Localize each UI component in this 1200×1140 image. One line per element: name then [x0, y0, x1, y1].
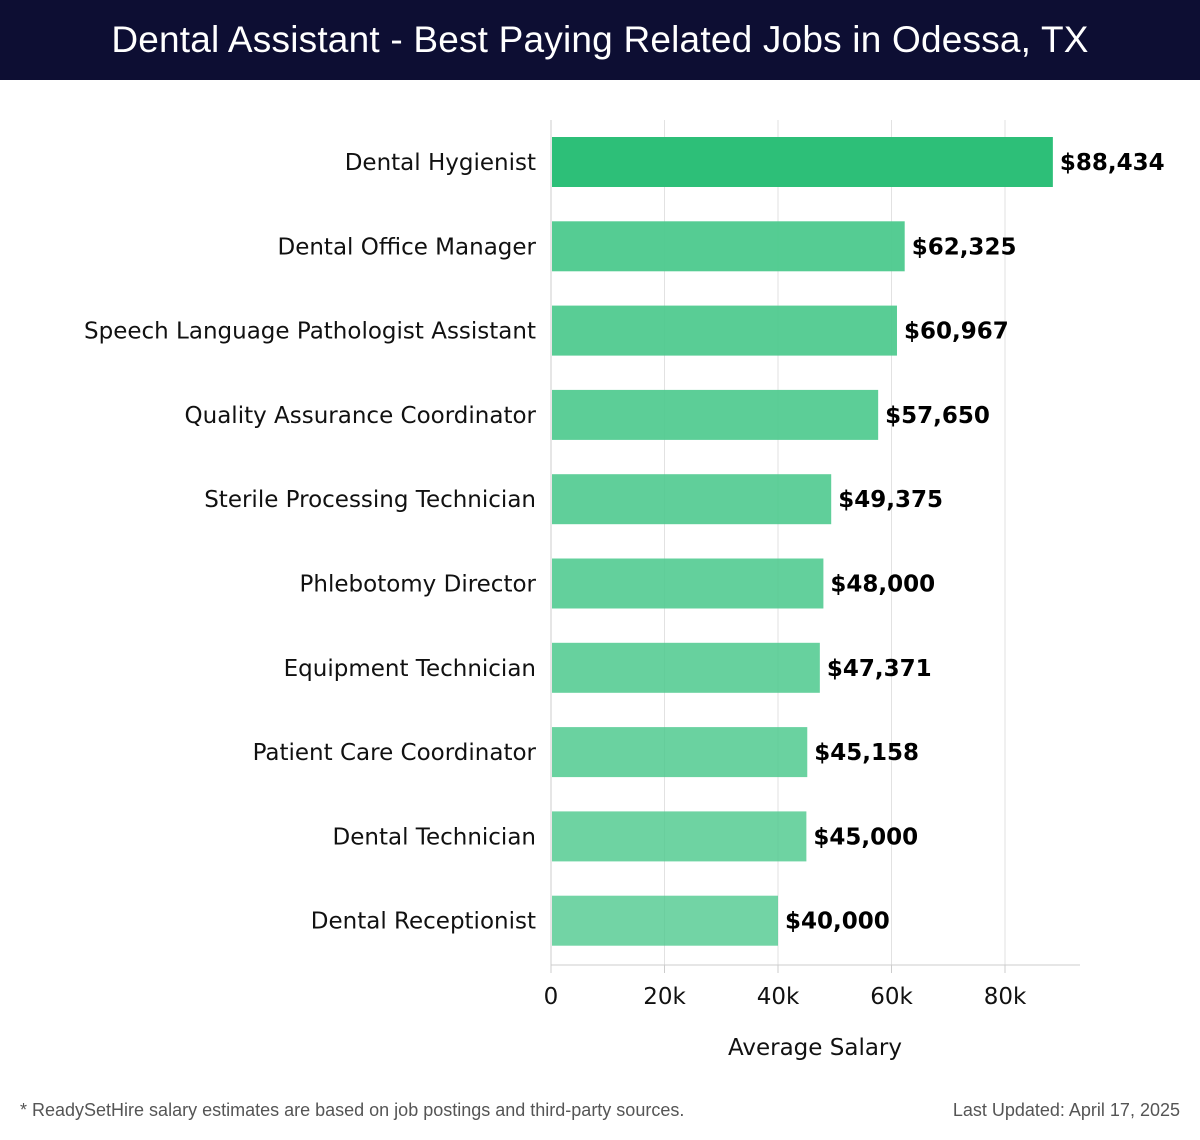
value-label: $40,000: [785, 909, 890, 935]
value-label: $49,375: [838, 487, 943, 513]
last-updated: Last Updated: April 17, 2025: [952, 1100, 1180, 1120]
bar: [552, 137, 1053, 187]
bar: [552, 642, 820, 693]
category-label: Speech Language Pathologist Assistant: [84, 319, 536, 345]
value-label: $48,000: [830, 572, 935, 598]
category-label: Patient Care Coordinator: [253, 740, 537, 766]
bar: [552, 389, 879, 440]
value-label: $62,325: [912, 234, 1017, 260]
x-tick-label: 0: [544, 984, 559, 1010]
value-label: $88,434: [1060, 150, 1165, 176]
bar: [552, 558, 824, 609]
category-label: Dental Receptionist: [311, 909, 536, 935]
value-label: $45,000: [813, 824, 918, 850]
bar: [552, 727, 808, 778]
category-label: Sterile Processing Technician: [204, 487, 536, 513]
category-label: Quality Assurance Coordinator: [185, 403, 537, 429]
footer-note: * ReadySetHire salary estimates are base…: [20, 1100, 685, 1120]
category-label: Equipment Technician: [284, 656, 536, 682]
x-tick-label: 80k: [984, 984, 1027, 1010]
chart-title: Dental Assistant - Best Paying Related J…: [111, 19, 1089, 60]
bar: [552, 221, 905, 272]
value-label: $57,650: [885, 403, 990, 429]
bar: [552, 305, 897, 356]
category-label: Dental Hygienist: [345, 150, 536, 176]
value-label: $60,967: [904, 319, 1009, 345]
bar-chart: Dental Hygienist $88,434 Dental Office Man…: [84, 120, 1165, 1061]
chart-header: Dental Assistant - Best Paying Related J…: [0, 0, 1200, 80]
x-tick-label: 60k: [870, 984, 913, 1010]
bar: [552, 895, 778, 946]
value-label: $45,158: [814, 740, 919, 766]
x-axis-title: Average Salary: [728, 1035, 902, 1061]
x-tick-label: 20k: [643, 984, 686, 1010]
category-label: Dental Office Manager: [277, 234, 536, 260]
bar: [552, 474, 832, 525]
category-label: Phlebotomy Director: [300, 572, 537, 598]
value-label: $47,371: [827, 656, 932, 682]
bar: [552, 811, 807, 862]
category-label: Dental Technician: [333, 824, 536, 850]
x-tick-label: 40k: [757, 984, 800, 1010]
